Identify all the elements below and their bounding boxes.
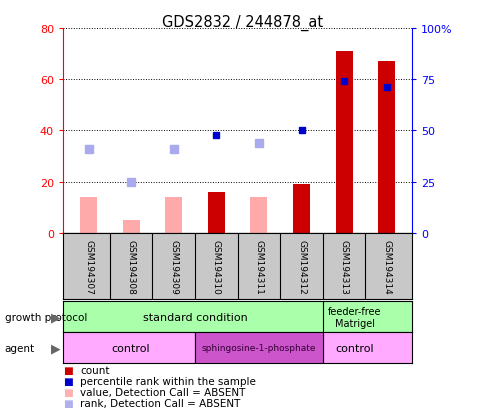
Bar: [335, 52, 352, 233]
Bar: [195, 332, 322, 363]
Text: ■: ■: [63, 387, 73, 397]
Text: ■: ■: [63, 398, 73, 408]
Text: rank, Detection Call = ABSENT: rank, Detection Call = ABSENT: [80, 398, 240, 408]
Text: agent: agent: [5, 343, 35, 353]
Text: GSM194310: GSM194310: [212, 239, 220, 294]
Bar: [122, 221, 139, 233]
Text: ■: ■: [63, 376, 73, 386]
Text: GSM194312: GSM194312: [296, 239, 305, 294]
Text: control: control: [112, 343, 150, 353]
Text: GSM194314: GSM194314: [381, 239, 391, 294]
Text: GSM194311: GSM194311: [254, 239, 263, 294]
Text: ▶: ▶: [51, 342, 60, 355]
Bar: [208, 192, 225, 233]
Bar: [165, 197, 182, 233]
Text: GSM194307: GSM194307: [84, 239, 93, 294]
Bar: [292, 185, 309, 233]
Text: control: control: [335, 343, 373, 353]
Text: growth protocol: growth protocol: [5, 312, 87, 322]
Text: ▶: ▶: [51, 311, 60, 324]
Text: ■: ■: [63, 366, 73, 375]
Text: sphingosine-1-phosphate: sphingosine-1-phosphate: [201, 344, 316, 352]
Text: value, Detection Call = ABSENT: value, Detection Call = ABSENT: [80, 387, 245, 397]
Bar: [80, 197, 97, 233]
Text: GSM194308: GSM194308: [126, 239, 136, 294]
Text: standard condition: standard condition: [142, 312, 247, 322]
Bar: [378, 62, 394, 233]
Text: feeder-free
Matrigel: feeder-free Matrigel: [327, 306, 381, 328]
Text: GSM194313: GSM194313: [339, 239, 348, 294]
Text: GSM194309: GSM194309: [169, 239, 178, 294]
Text: percentile rank within the sample: percentile rank within the sample: [80, 376, 256, 386]
Text: count: count: [80, 366, 109, 375]
Bar: [250, 197, 267, 233]
Text: GDS2832 / 244878_at: GDS2832 / 244878_at: [162, 14, 322, 31]
